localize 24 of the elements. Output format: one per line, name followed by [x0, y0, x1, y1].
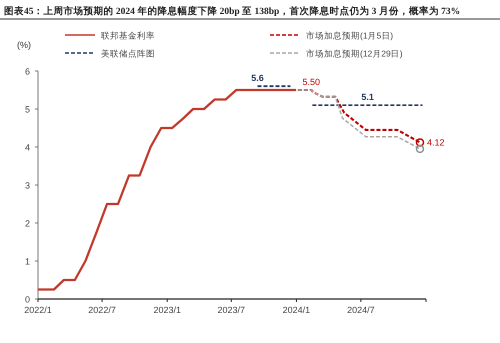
y-tick-label: 5: [24, 104, 30, 114]
x-tick-label: 2023/1: [153, 305, 181, 315]
y-tick-label: 0: [24, 294, 30, 304]
legend-label: 联邦基金利率: [101, 30, 155, 40]
data-label: 5.1: [361, 92, 374, 102]
x-tick-label: 2023/7: [218, 305, 246, 315]
data-label: 4.12: [426, 137, 445, 148]
chart-title: 图表45：上周市场预期的 2024 年的降息幅度下降 20bp 至 138bp，首次降息时点仍为 3 月份，概率为 73%: [4, 5, 460, 17]
x-tick-label: 2022/1: [24, 305, 52, 315]
x-tick-label: 2024/1: [282, 305, 310, 315]
data-label: 5.50: [302, 77, 320, 87]
legend-label: 市场加息预期(12月29日): [306, 48, 403, 58]
y-tick-label: 1: [24, 256, 30, 266]
x-tick-label: 2022/7: [88, 305, 116, 315]
x-tick-label: 2024/7: [347, 305, 375, 315]
y-tick-label: 6: [24, 66, 30, 76]
y-tick-label: 3: [24, 180, 30, 190]
美联储点阵图: 5.6: [251, 73, 290, 88]
legend-label: 美联储点阵图: [101, 48, 155, 58]
y-tick-label: 2: [24, 218, 30, 228]
y-tick-label: 4: [24, 142, 30, 152]
legend-label: 市场加息预期(1月5日): [306, 30, 394, 40]
y-axis-title: (%): [17, 40, 31, 50]
data-label: 5.6: [251, 73, 264, 84]
